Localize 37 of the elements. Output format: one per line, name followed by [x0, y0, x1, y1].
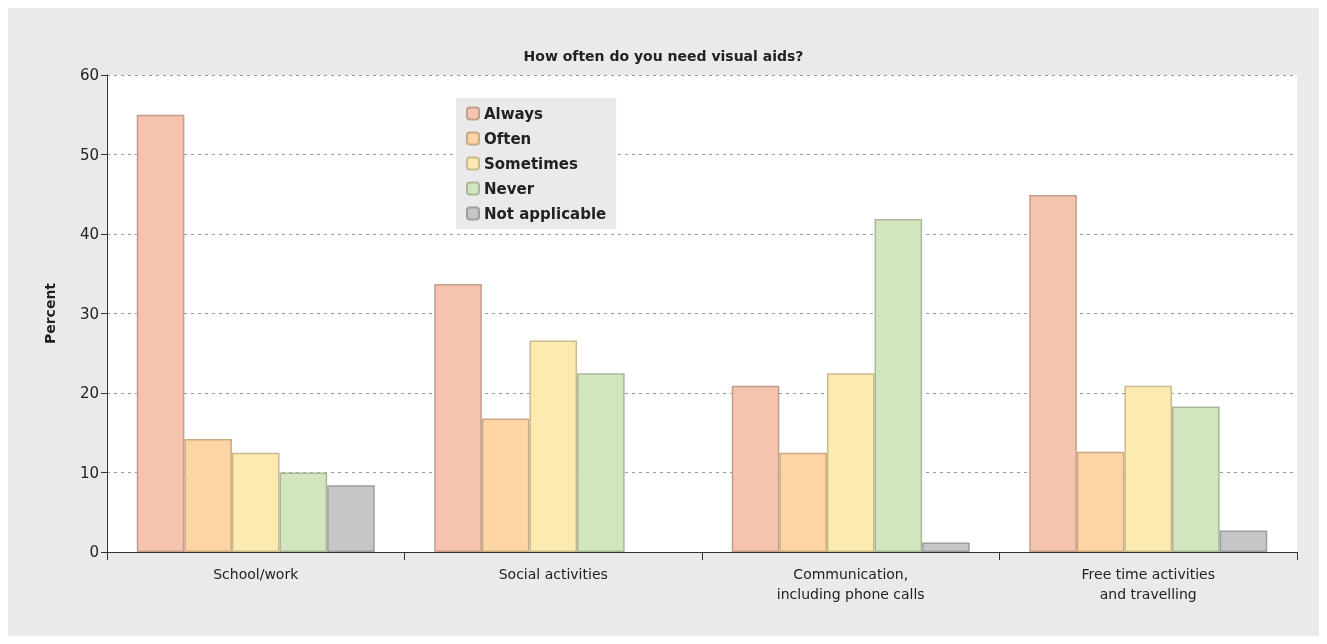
- legend-label: Always: [484, 104, 544, 123]
- y-tick-label: 0: [89, 543, 99, 561]
- bar: [184, 439, 232, 552]
- x-tick-label: Communication, including phone calls: [776, 566, 925, 602]
- bar: [577, 373, 625, 552]
- bar: [1124, 385, 1173, 552]
- y-tick-label: 10: [79, 463, 99, 482]
- x-tick-label: School/work: [213, 566, 300, 582]
- legend-label: Not applicable: [484, 204, 607, 223]
- y-tick-label: 30: [79, 304, 99, 323]
- x-tick-label: Free time activities and travelling: [1081, 566, 1215, 602]
- bar: [826, 373, 875, 552]
- chart-title: How often do you need visual aids?: [523, 48, 804, 64]
- bar: [529, 340, 578, 552]
- y-tick-label: 60: [79, 66, 99, 84]
- y-tick-label: 40: [79, 225, 99, 243]
- bar: [136, 114, 185, 552]
- bar: [231, 452, 280, 552]
- bar: [327, 485, 375, 552]
- legend-label: Never: [484, 179, 535, 198]
- bar: [874, 218, 923, 552]
- x-tick-label: Social activities: [498, 566, 608, 582]
- bar: [1219, 530, 1268, 552]
- y-tick-label: 50: [79, 145, 99, 164]
- bar: [279, 472, 328, 552]
- legend-label: Often: [484, 129, 532, 148]
- legend-label: Sometimes: [484, 154, 579, 173]
- bar: [434, 284, 482, 552]
- y-tick-label: 20: [79, 384, 99, 402]
- bar: [1076, 451, 1125, 552]
- bar: [1172, 406, 1220, 552]
- y-axis-title: Percent: [42, 282, 58, 345]
- bar: [731, 385, 780, 552]
- bar: [1029, 195, 1077, 552]
- bar: [779, 452, 827, 552]
- bar: [481, 418, 530, 552]
- bar: [922, 542, 970, 552]
